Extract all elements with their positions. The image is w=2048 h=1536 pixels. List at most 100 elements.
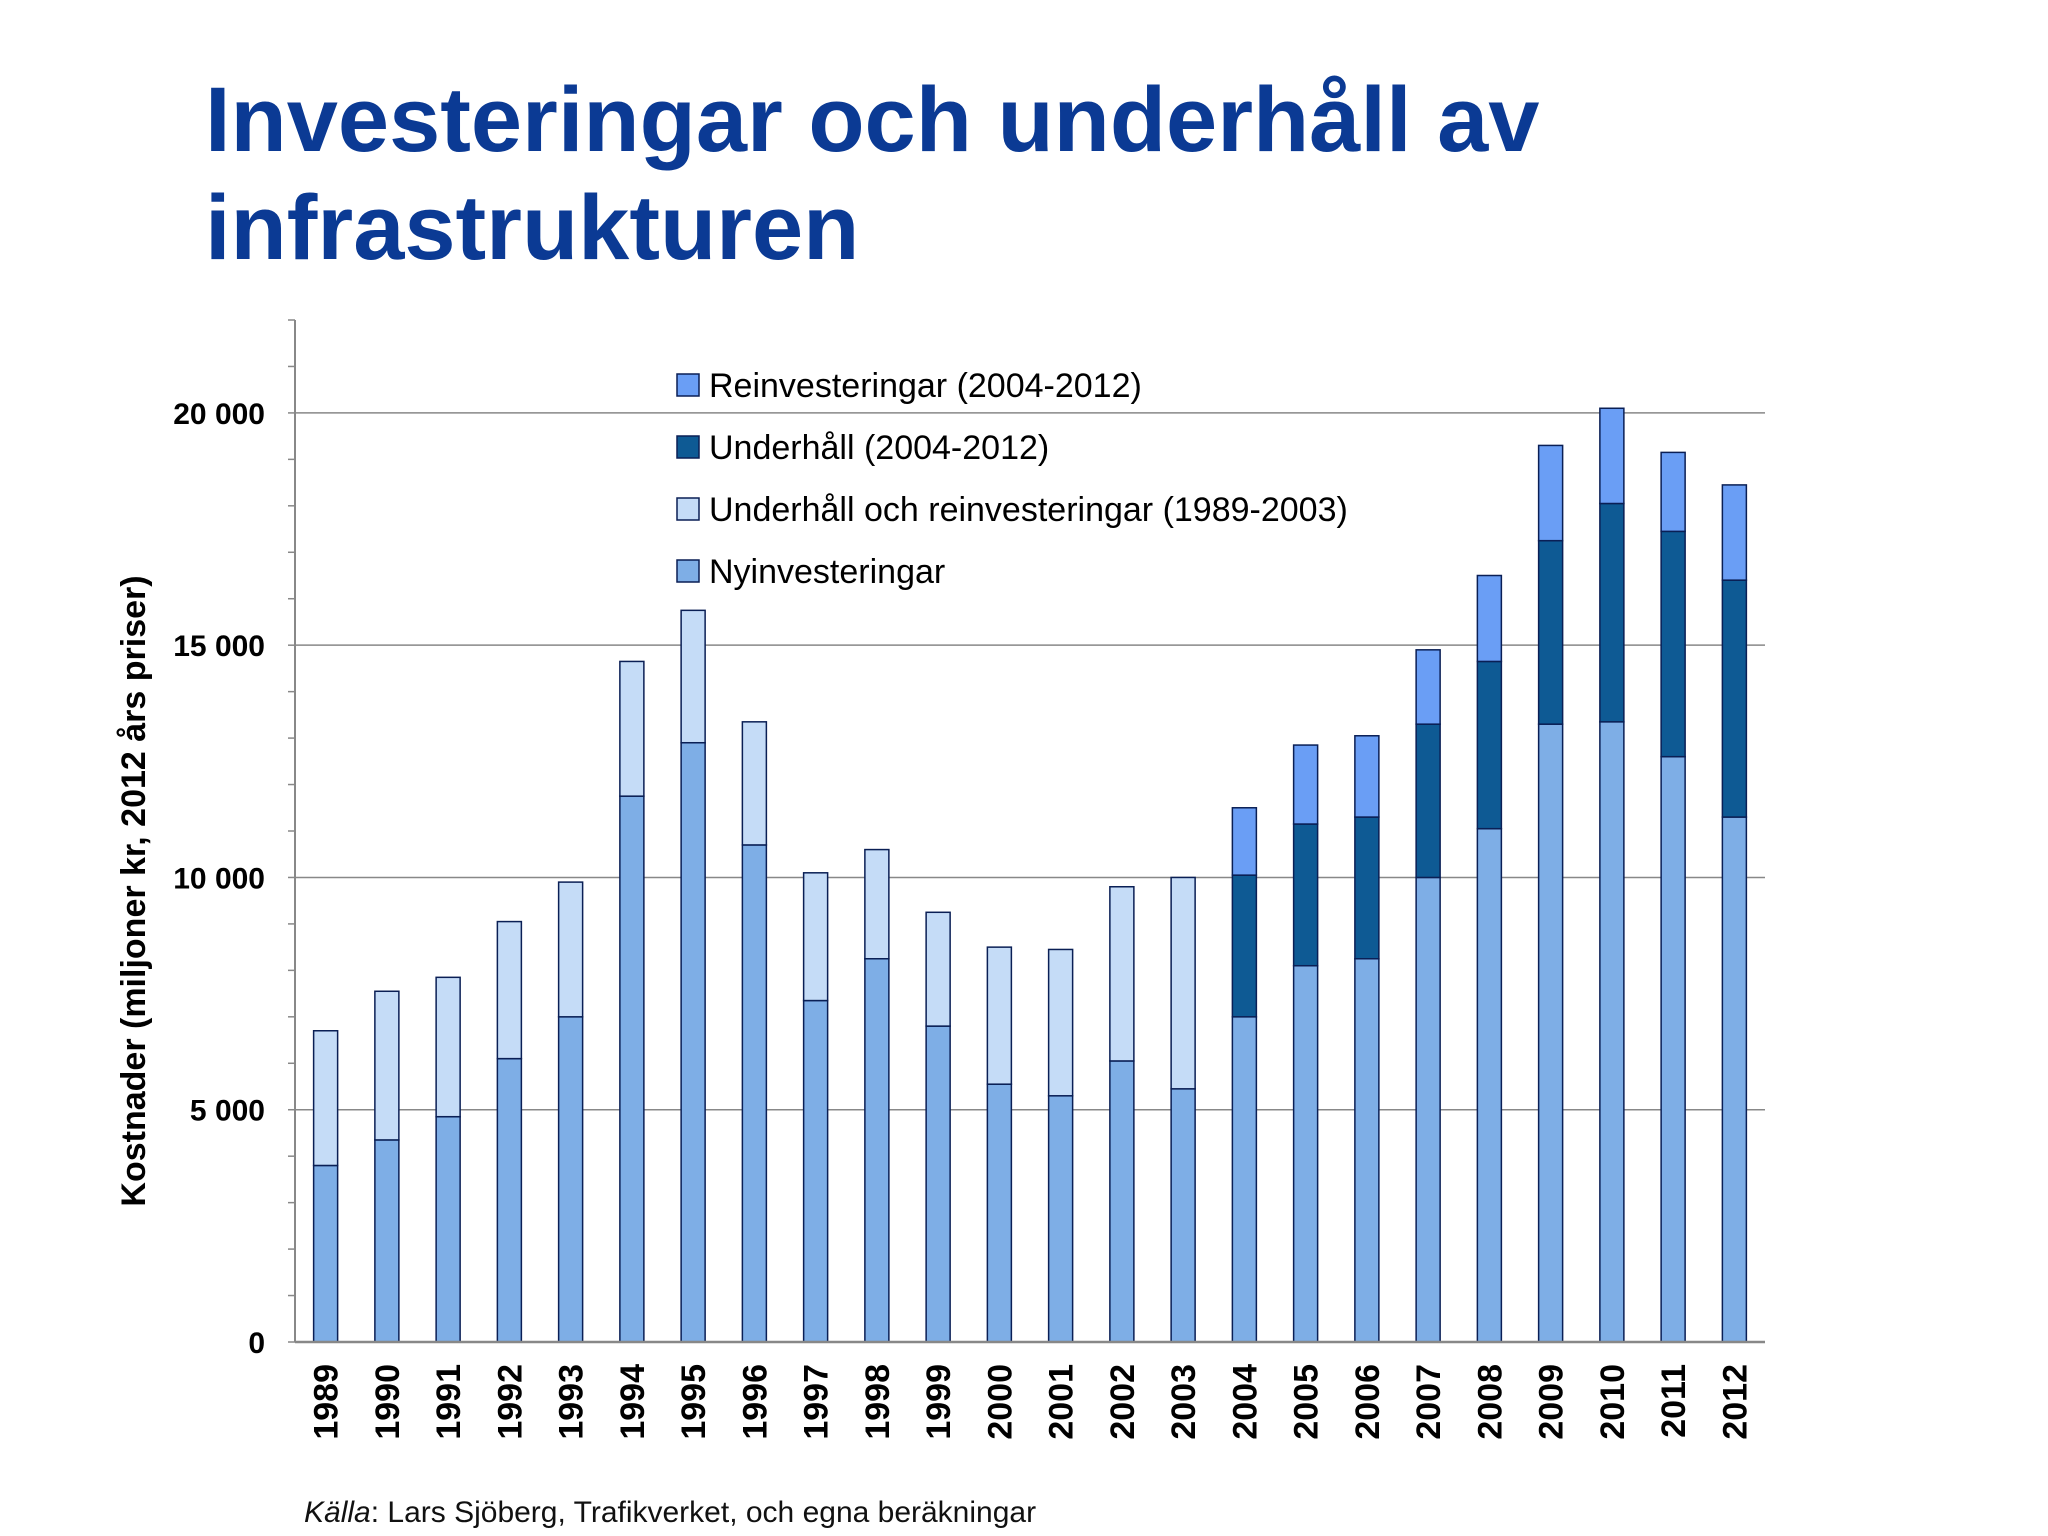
bar-segment bbox=[680, 741, 706, 1343]
bar-segment bbox=[986, 1083, 1013, 1343]
x-tick-label: 1992 bbox=[491, 1364, 529, 1440]
x-tick-label: 1996 bbox=[736, 1364, 774, 1440]
bar-segment bbox=[1047, 1095, 1074, 1343]
legend-item: Reinvesteringar (2004-2012) bbox=[676, 367, 1142, 405]
bar-segment bbox=[741, 721, 768, 846]
bar-group-2001 bbox=[1047, 948, 1074, 1343]
bar-group-1991 bbox=[435, 976, 461, 1343]
bar-group-1998 bbox=[864, 848, 890, 1343]
bar-group-2006 bbox=[1354, 735, 1380, 1343]
bar-segment bbox=[1537, 444, 1564, 542]
x-tick-label: 2003 bbox=[1165, 1364, 1203, 1440]
gridlines bbox=[295, 412, 1765, 1111]
x-tick-label: 2010 bbox=[1594, 1364, 1632, 1440]
x-tick-label: 1994 bbox=[614, 1364, 652, 1440]
x-tick-label: 2002 bbox=[1104, 1364, 1142, 1440]
bar-segment bbox=[557, 881, 584, 1018]
bar-segment bbox=[1660, 451, 1686, 533]
bar-segment bbox=[1109, 1060, 1135, 1343]
bar-segment bbox=[1599, 407, 1625, 505]
x-tick-label: 1998 bbox=[859, 1364, 897, 1440]
bar-segment bbox=[1047, 948, 1074, 1097]
x-tick-label: 2009 bbox=[1533, 1364, 1571, 1440]
bar-group-1990 bbox=[374, 990, 400, 1343]
bar-group-2007 bbox=[1415, 649, 1441, 1343]
x-tick-label: 1995 bbox=[675, 1364, 713, 1440]
bar-group-2000 bbox=[986, 946, 1013, 1343]
x-tick-label: 1991 bbox=[430, 1364, 468, 1440]
legend-label: Reinvesteringar (2004-2012) bbox=[709, 367, 1142, 405]
legend-swatch bbox=[676, 559, 700, 583]
legend-label: Underhåll och reinvesteringar (1989-2003… bbox=[709, 491, 1348, 529]
slide-title: Investeringar och underhåll av infrastru… bbox=[205, 66, 1905, 282]
bar-segment bbox=[557, 1016, 584, 1343]
bar-segment bbox=[864, 958, 890, 1343]
bar-segment bbox=[1292, 964, 1319, 1343]
bar-segment bbox=[312, 1030, 339, 1167]
source-note: Källa: Lars Sjöberg, Trafikverket, och e… bbox=[304, 1496, 1036, 1530]
title-line-2: infrastrukturen bbox=[205, 177, 860, 279]
bar-segment bbox=[802, 999, 829, 1343]
bar-segment bbox=[374, 1139, 400, 1343]
bar-segment bbox=[1415, 876, 1441, 1343]
x-tick-label: 2001 bbox=[1043, 1364, 1081, 1440]
y-tick-label: 15 000 bbox=[173, 630, 265, 663]
bar-segment bbox=[1476, 827, 1503, 1343]
x-tick-label: 2011 bbox=[1655, 1364, 1693, 1438]
bar-segment bbox=[1476, 574, 1503, 663]
x-tick-label: 2004 bbox=[1226, 1364, 1264, 1440]
title-line-1: Investeringar och underhåll av bbox=[205, 69, 1540, 171]
bar-group-1996 bbox=[741, 721, 768, 1343]
bar-segment bbox=[1415, 723, 1441, 879]
bar-segment bbox=[1354, 816, 1380, 960]
y-axis-title: Kostnader (miljoner kr, 2012 års priser) bbox=[115, 575, 153, 1206]
bar-segment bbox=[1537, 723, 1564, 1343]
x-tick-label: 2000 bbox=[981, 1364, 1019, 1440]
legend-label: Nyinvesteringar bbox=[709, 553, 945, 591]
source-text: : Lars Sjöberg, Trafikverket, och egna b… bbox=[370, 1496, 1037, 1529]
bar-segment bbox=[741, 844, 768, 1343]
legend-swatch bbox=[676, 497, 700, 521]
bar-segment bbox=[1354, 735, 1380, 818]
bar-group-1994 bbox=[619, 660, 645, 1343]
bar-group-2012 bbox=[1721, 484, 1748, 1343]
bar-group-2004 bbox=[1231, 807, 1258, 1343]
bar-segment bbox=[1415, 649, 1441, 725]
y-tick-label: 5 000 bbox=[190, 1095, 265, 1128]
bar-segment bbox=[1476, 660, 1503, 830]
bar-segment bbox=[1599, 502, 1625, 723]
bar-segment bbox=[1170, 876, 1196, 1090]
bar-group-1993 bbox=[557, 881, 584, 1343]
x-tick-label: 1989 bbox=[308, 1364, 346, 1440]
x-tick-label: 2012 bbox=[1716, 1364, 1754, 1440]
y-tick-label: 0 bbox=[248, 1327, 265, 1360]
legend-swatch bbox=[676, 435, 700, 459]
bar-segment bbox=[1721, 484, 1748, 581]
bar-group-2005 bbox=[1292, 744, 1319, 1343]
bar-segment bbox=[619, 660, 645, 797]
x-tick-label: 1990 bbox=[369, 1364, 407, 1440]
bar-segment bbox=[1354, 958, 1380, 1343]
axes: 0 5 000 10 000 15 000 20 000 Kostnader (miljo… bbox=[115, 319, 1765, 1440]
bar-segment bbox=[312, 1164, 339, 1343]
bar-segment bbox=[802, 872, 829, 1002]
bar-segment bbox=[1231, 1016, 1258, 1343]
bar-segment bbox=[864, 848, 890, 960]
bar-segment bbox=[1109, 885, 1135, 1062]
bar-segment bbox=[1537, 539, 1564, 725]
bar-group-2010 bbox=[1599, 407, 1625, 1343]
bar-segment bbox=[1721, 816, 1748, 1343]
bar-segment bbox=[619, 795, 645, 1343]
bar-group-1992 bbox=[496, 920, 523, 1343]
bar-segment bbox=[925, 1025, 951, 1343]
y-tick-label: 10 000 bbox=[173, 862, 265, 895]
x-tick-label: 1997 bbox=[798, 1364, 836, 1440]
legend-swatch bbox=[676, 373, 700, 397]
legend-item: Underhåll (2004-2012) bbox=[676, 429, 1049, 467]
bar-segment bbox=[435, 976, 461, 1118]
bar-segment bbox=[680, 609, 706, 744]
bar-segment bbox=[374, 990, 400, 1141]
bar-group-1995 bbox=[680, 609, 706, 1343]
bar-group-2003 bbox=[1170, 876, 1196, 1343]
